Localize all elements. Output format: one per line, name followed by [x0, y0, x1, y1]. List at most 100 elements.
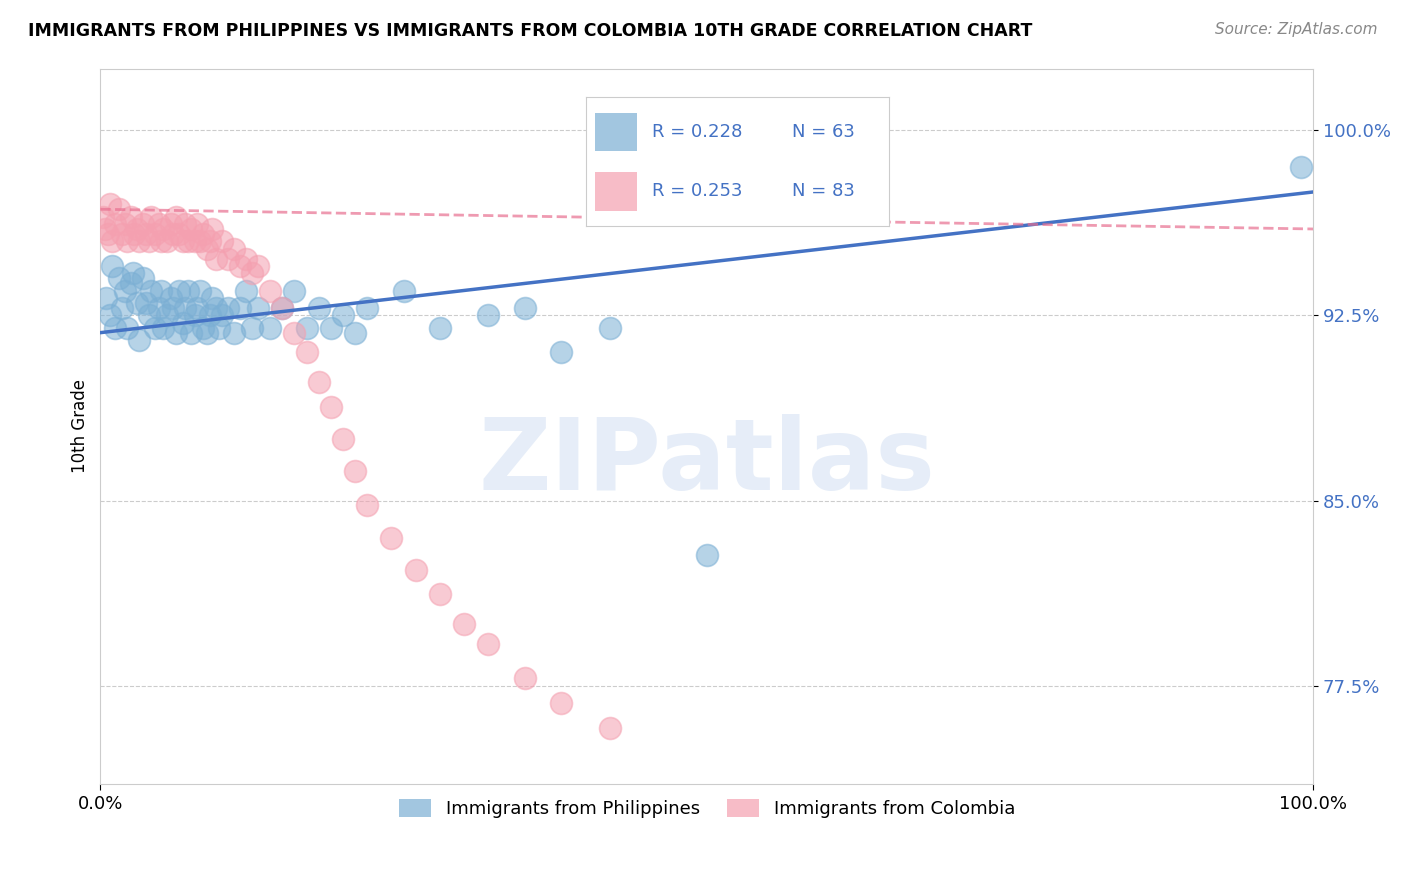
Point — [172, 316, 194, 330]
Point — [405, 563, 427, 577]
Point — [98, 309, 121, 323]
Point — [271, 301, 294, 315]
Point — [111, 301, 134, 315]
Point — [115, 320, 138, 334]
Point — [195, 242, 218, 256]
Point — [162, 227, 184, 241]
Point — [98, 197, 121, 211]
Point — [128, 333, 150, 347]
Point — [188, 284, 211, 298]
Point — [229, 301, 252, 315]
Point — [217, 252, 239, 266]
Point — [172, 235, 194, 249]
Point — [167, 284, 190, 298]
Point — [217, 301, 239, 315]
Point — [128, 235, 150, 249]
Point — [115, 235, 138, 249]
Point — [283, 284, 305, 298]
Point — [101, 235, 124, 249]
Point — [135, 296, 157, 310]
Point — [143, 320, 166, 334]
Point — [247, 259, 270, 273]
Point — [104, 217, 127, 231]
Point — [132, 271, 155, 285]
Point — [125, 222, 148, 236]
Point — [125, 296, 148, 310]
Point — [211, 309, 233, 323]
Point — [599, 320, 621, 334]
Point — [120, 210, 142, 224]
Point — [143, 227, 166, 241]
Point — [599, 721, 621, 735]
Point — [259, 320, 281, 334]
Point — [392, 284, 415, 298]
Point — [156, 235, 179, 249]
Point — [188, 235, 211, 249]
Point — [111, 227, 134, 241]
Point — [308, 375, 330, 389]
Point — [107, 202, 129, 217]
Point — [247, 301, 270, 315]
Point — [101, 259, 124, 273]
Point — [380, 531, 402, 545]
Text: Source: ZipAtlas.com: Source: ZipAtlas.com — [1215, 22, 1378, 37]
Point — [477, 309, 499, 323]
Point — [356, 499, 378, 513]
Point — [150, 284, 173, 298]
Point — [184, 235, 207, 249]
Point — [141, 210, 163, 224]
Point — [513, 671, 536, 685]
Point — [186, 301, 208, 315]
Point — [201, 291, 224, 305]
Point — [180, 222, 202, 236]
Point — [308, 301, 330, 315]
Y-axis label: 10th Grade: 10th Grade — [72, 379, 89, 474]
Point — [180, 326, 202, 340]
Point — [174, 301, 197, 315]
Point — [356, 301, 378, 315]
Point — [229, 259, 252, 273]
Point — [148, 301, 170, 315]
Point — [176, 284, 198, 298]
Point — [195, 326, 218, 340]
Point — [132, 217, 155, 231]
Point — [204, 252, 226, 266]
Text: ZIPatlas: ZIPatlas — [478, 414, 935, 511]
Point — [235, 284, 257, 298]
Point — [193, 320, 215, 334]
Point — [186, 217, 208, 231]
Point — [152, 320, 174, 334]
Point — [104, 320, 127, 334]
Legend: Immigrants from Philippines, Immigrants from Colombia: Immigrants from Philippines, Immigrants … — [391, 792, 1022, 825]
Point — [150, 235, 173, 249]
Point — [696, 548, 718, 562]
Point — [1289, 161, 1312, 175]
Point — [176, 235, 198, 249]
Point — [513, 301, 536, 315]
Point — [222, 242, 245, 256]
Point — [429, 320, 451, 334]
Point — [477, 637, 499, 651]
Point — [319, 400, 342, 414]
Point — [344, 326, 367, 340]
Point — [204, 301, 226, 315]
Point — [235, 252, 257, 266]
Point — [141, 284, 163, 298]
Point — [332, 432, 354, 446]
Point — [162, 301, 184, 315]
Point — [550, 345, 572, 359]
Point — [159, 291, 181, 305]
Point — [259, 284, 281, 298]
Point — [193, 227, 215, 241]
Point — [135, 227, 157, 241]
Point — [429, 587, 451, 601]
Point — [165, 326, 187, 340]
Point — [167, 227, 190, 241]
Point — [159, 217, 181, 231]
Point — [240, 320, 263, 334]
Point — [94, 222, 117, 236]
Point — [283, 326, 305, 340]
Point — [222, 326, 245, 340]
Point — [174, 217, 197, 231]
Point — [152, 222, 174, 236]
